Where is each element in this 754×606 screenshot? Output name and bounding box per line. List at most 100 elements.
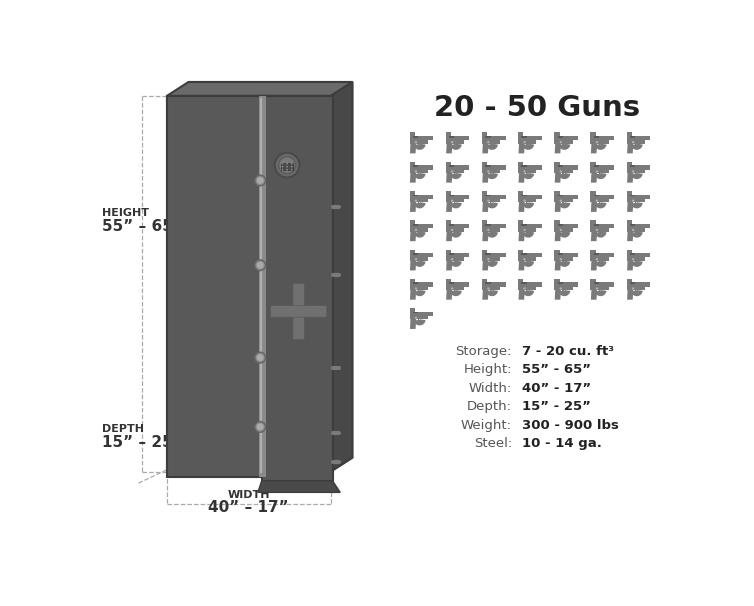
Polygon shape [554,162,559,165]
Circle shape [632,229,634,231]
Bar [633,230,643,231]
Circle shape [487,258,489,261]
Polygon shape [446,224,470,228]
Polygon shape [627,165,651,170]
Circle shape [523,287,526,290]
Polygon shape [482,162,487,165]
Polygon shape [590,253,615,258]
Bar [490,261,491,263]
Bar [521,136,527,138]
Polygon shape [519,228,525,241]
Bar [526,144,527,146]
Polygon shape [483,170,489,182]
Polygon shape [409,316,428,319]
Circle shape [523,199,526,202]
Bar [635,144,636,146]
Polygon shape [518,133,523,136]
Polygon shape [167,82,353,96]
Polygon shape [590,136,615,141]
Polygon shape [519,258,525,270]
Bar [521,165,527,167]
Polygon shape [591,287,597,300]
Polygon shape [409,282,434,287]
Polygon shape [483,199,489,212]
Bar [635,202,636,205]
Bar [557,195,563,196]
Text: 10 - 14 ga.: 10 - 14 ga. [522,438,602,450]
Circle shape [596,258,598,261]
Bar [561,201,571,202]
Circle shape [415,287,417,290]
Bar [526,261,527,263]
Circle shape [523,141,526,144]
Polygon shape [555,228,561,241]
Polygon shape [554,170,572,173]
Polygon shape [410,287,416,300]
Polygon shape [627,282,651,287]
Polygon shape [410,141,416,153]
Polygon shape [554,195,578,199]
Polygon shape [483,258,489,270]
Bar [597,259,607,261]
Polygon shape [409,308,415,311]
Bar [597,171,607,173]
Polygon shape [591,228,597,241]
Bar [485,195,491,196]
Bar [526,202,527,205]
Polygon shape [446,228,452,241]
Bar [521,224,527,225]
Circle shape [487,287,489,290]
Bar [454,261,455,263]
Polygon shape [482,195,506,199]
Circle shape [256,262,264,268]
Polygon shape [590,199,608,202]
Bar [416,171,426,173]
Bar [452,142,462,144]
Bar [562,231,563,234]
Circle shape [255,422,265,432]
Circle shape [451,141,453,144]
Polygon shape [409,165,434,170]
Bar [525,142,535,144]
Bar [416,230,426,231]
Polygon shape [410,316,416,329]
Polygon shape [554,191,559,195]
Bar [593,195,599,196]
Bar [412,224,418,225]
Bar [562,290,563,292]
Polygon shape [446,162,451,165]
Text: 40” - 17”: 40” - 17” [522,382,591,395]
Polygon shape [591,258,597,270]
Bar [489,288,498,290]
Polygon shape [446,199,464,202]
Text: 55” - 65”: 55” - 65” [522,364,591,376]
Bar [597,288,607,290]
Polygon shape [409,287,428,290]
Bar [561,142,571,144]
Bar [562,144,563,146]
Circle shape [287,169,288,171]
Bar [630,136,636,138]
Polygon shape [446,282,470,287]
Bar [416,201,426,202]
Bar [259,96,265,477]
Bar [452,259,462,261]
Polygon shape [590,195,615,199]
Bar [449,136,455,138]
Polygon shape [409,133,415,136]
Bar [454,173,455,175]
Polygon shape [591,141,597,153]
Circle shape [281,162,284,164]
Bar [561,171,571,173]
Text: WIDTH: WIDTH [228,490,270,500]
Bar [412,282,418,284]
Polygon shape [483,228,489,241]
Bar [412,253,418,255]
Polygon shape [555,170,561,182]
Polygon shape [518,224,542,228]
Polygon shape [409,136,434,141]
Bar [525,288,535,290]
Polygon shape [258,481,340,492]
Polygon shape [627,191,632,195]
Text: HEIGHT: HEIGHT [103,208,149,218]
